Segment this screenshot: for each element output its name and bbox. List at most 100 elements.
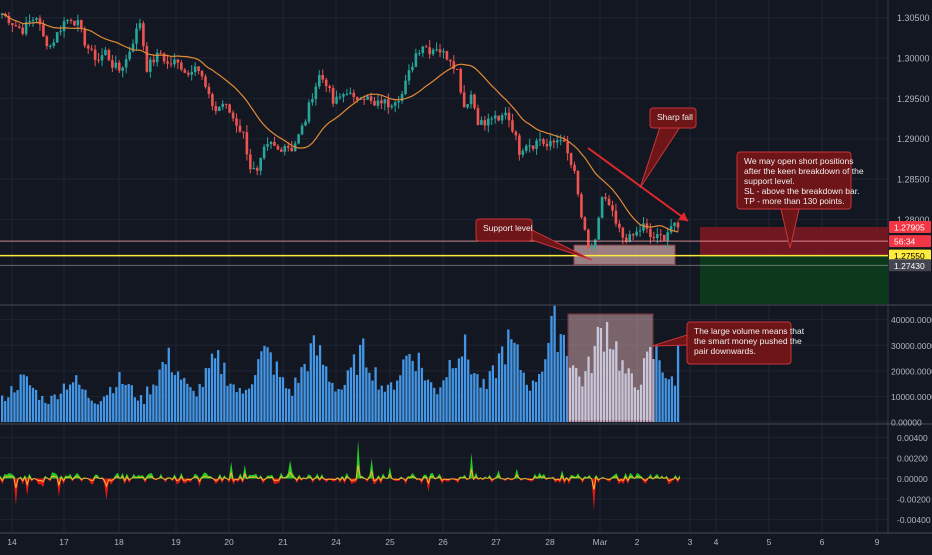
volume-bar [362, 338, 365, 422]
volume-bar [605, 321, 609, 422]
candle-body [631, 234, 635, 236]
volume-bar [386, 384, 390, 422]
candle-body [376, 100, 380, 106]
candle-body [628, 234, 632, 242]
time-tick-label: 17 [59, 537, 69, 547]
volume-bar [235, 392, 238, 422]
volume-bar [352, 354, 356, 422]
candle-body [311, 99, 314, 103]
time-tick-label: 26 [438, 537, 448, 547]
candle-body [352, 92, 356, 97]
volume-bar [602, 351, 606, 422]
candle-body [638, 230, 642, 232]
candle-body [14, 25, 18, 27]
volume-tick-label: 0.00000 [891, 418, 922, 428]
volume-bar [105, 395, 109, 422]
volume-bar [559, 334, 562, 422]
volume-bar [96, 404, 99, 422]
volume-bar [430, 382, 433, 422]
volume-bar [291, 395, 294, 422]
volume-bar [630, 373, 633, 422]
volume-bar [442, 380, 445, 422]
volume-bar [550, 316, 553, 422]
volume-bar [115, 387, 118, 422]
volume-bar [337, 388, 340, 422]
candle-body [149, 59, 152, 72]
candle-body [76, 19, 80, 26]
candle-body [145, 46, 149, 72]
candle-body [59, 31, 62, 33]
time-tick-label: 28 [545, 537, 555, 547]
candle-body [328, 86, 331, 88]
volume-bar [368, 372, 371, 422]
candle-body [159, 52, 162, 54]
volume-bar [109, 386, 112, 422]
volume-bar [303, 363, 306, 422]
volume-bar [192, 390, 195, 422]
volume-bar [504, 364, 507, 422]
volume-axis: 40000.00000 30000.00000 20000.00000 10000.0… [891, 315, 932, 427]
candle-body [349, 92, 352, 94]
volume-bar [229, 383, 232, 422]
volume-bar [500, 346, 504, 422]
candle-body [100, 55, 104, 61]
candle-body [424, 46, 428, 48]
candle-body [497, 115, 500, 121]
candle-body [645, 223, 649, 229]
volume-bar [198, 383, 201, 422]
candle-body [621, 227, 625, 238]
volume-bar [399, 375, 402, 422]
candle-body [21, 27, 24, 34]
volume-bar [525, 384, 528, 422]
candle-body [214, 106, 218, 112]
candle-body [566, 141, 569, 154]
price-label-box [889, 220, 931, 233]
short-plan-callout-text: SL - above the breakdown bar. [744, 186, 859, 196]
price-label-text: 1.27550 [894, 251, 925, 261]
volume-tick-label: 10000.00000 [891, 392, 932, 402]
candle-body [183, 69, 187, 73]
volume-bar [467, 359, 470, 422]
candle-body [573, 164, 576, 172]
volume-bar [121, 383, 124, 422]
candle-body [48, 45, 52, 47]
candles [0, 12, 680, 252]
candle-body [17, 26, 21, 28]
volume-bar [349, 367, 353, 422]
volume-bar [133, 397, 136, 422]
volume-bar [534, 381, 538, 422]
volume-bar [155, 385, 158, 422]
volume-bar [556, 352, 559, 422]
volume-bar [226, 385, 229, 422]
volume-bar [65, 389, 69, 422]
oscillator-tick-label: 0.00000 [897, 474, 928, 484]
candle-body [324, 79, 328, 87]
candle-body [669, 226, 673, 233]
candle-body [142, 23, 145, 47]
price-axis: 1.30500 1.30000 1.29500 1.29000 1.28500 1.280… [889, 13, 931, 272]
candle-body [397, 100, 400, 103]
volume-bar [71, 382, 75, 422]
short-plan-callout-text: We may open short positions [744, 156, 853, 166]
candle-body [480, 120, 483, 125]
volume-bar [414, 371, 417, 422]
candle-body [383, 99, 387, 104]
candle-body [290, 147, 294, 152]
candle-body [666, 232, 669, 241]
candle-body [249, 154, 252, 170]
candle-body [128, 51, 131, 60]
volume-bar [538, 373, 541, 422]
volume-bar [28, 385, 32, 422]
candle-body [342, 94, 345, 97]
volume-bar [56, 399, 59, 422]
candle-body [614, 210, 618, 224]
candle-body [307, 102, 311, 122]
time-tick-label: 24 [331, 537, 341, 547]
oscillator-tick-label: -0.00400 [897, 515, 931, 525]
volume-bar [309, 343, 312, 422]
candle-body [514, 131, 518, 136]
volume-bar [331, 382, 334, 422]
volume-bar [78, 384, 81, 422]
